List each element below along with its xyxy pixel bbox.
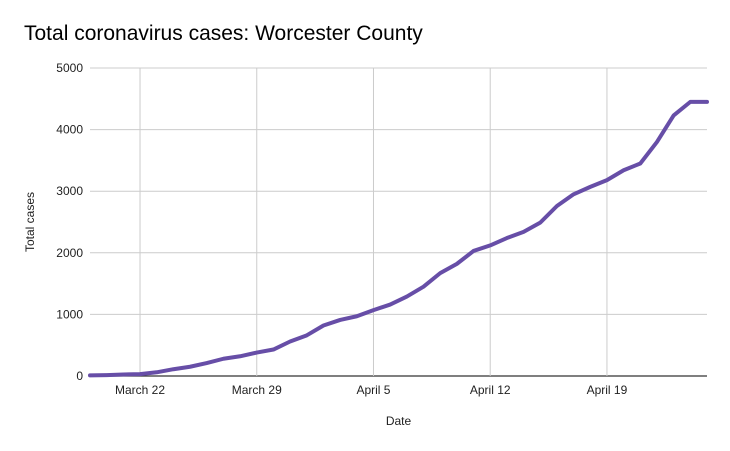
y-gridlines [90, 67, 707, 377]
x-tick-label: April 12 [470, 383, 511, 397]
y-tick-label: 0 [76, 369, 83, 383]
y-axis-label: Total cases [23, 192, 37, 252]
x-tick-label: March 22 [115, 383, 165, 397]
x-gridlines [139, 68, 608, 376]
y-tick-label: 4000 [56, 123, 83, 137]
chart-title: Total coronavirus cases: Worcester Count… [24, 22, 423, 45]
x-tick-label: March 29 [232, 383, 282, 397]
y-tick-label: 1000 [56, 307, 83, 321]
x-axis-label: Date [386, 414, 412, 428]
y-tick-label: 2000 [56, 246, 83, 260]
y-tick-label: 3000 [56, 184, 83, 198]
y-tick-labels: 0 1000 2000 3000 4000 5000 [56, 61, 83, 383]
x-tick-label: April 5 [356, 383, 390, 397]
x-tick-label: April 19 [587, 383, 628, 397]
series-line [88, 99, 709, 378]
series-layer [88, 99, 709, 378]
x-tick-labels: March 22 March 29 April 5 April 12 April 19 [115, 383, 628, 397]
y-tick-label: 5000 [56, 61, 83, 75]
